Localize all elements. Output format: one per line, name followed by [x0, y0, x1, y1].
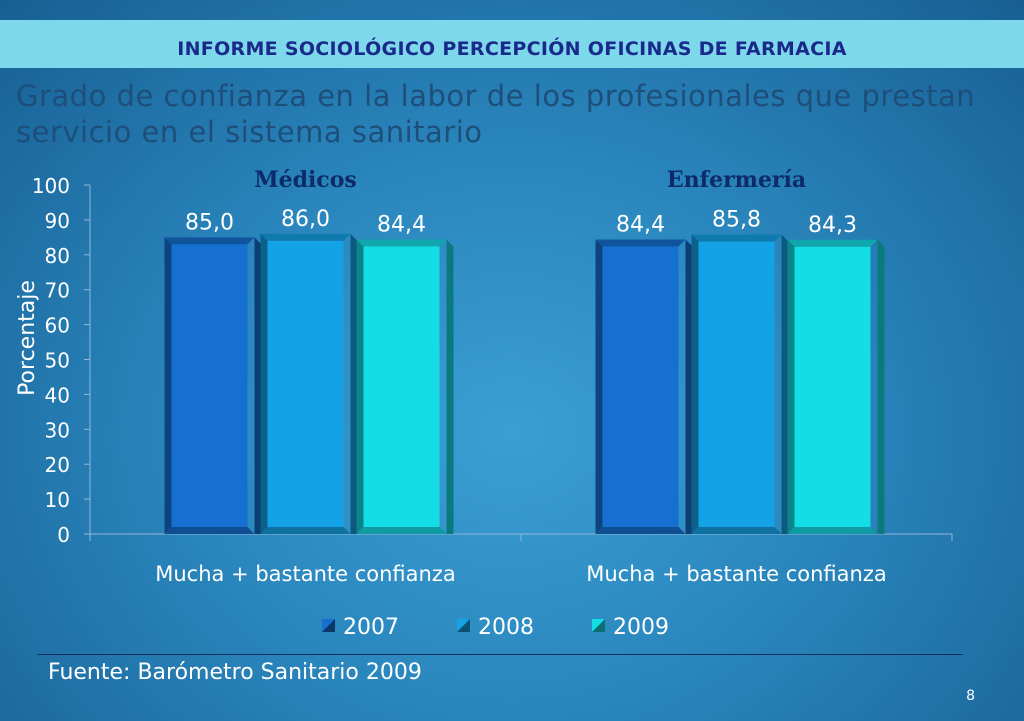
title-banner — [0, 20, 1024, 68]
y-tick-label: 10 — [45, 488, 70, 512]
y-axis-label: Porcentaje — [15, 280, 40, 396]
bar-left-bevel — [356, 239, 364, 534]
bar-chart: 0 10 20 30 40 50 60 70 80 90 100 Porcentaje 85,0 86,0… — [15, 167, 953, 640]
x-category-label: Mucha + bastante confianza — [155, 562, 455, 586]
legend-swatch-shade — [457, 619, 470, 632]
y-tick-label: 60 — [45, 314, 70, 338]
legend-swatch-shade — [592, 619, 605, 632]
bar-side — [685, 239, 693, 534]
y-tick-label: 0 — [57, 523, 70, 547]
y-tick-label: 20 — [45, 453, 70, 477]
bar-mdicos-2007 — [171, 244, 248, 527]
bar-top — [691, 234, 782, 242]
bar-top — [787, 239, 878, 247]
bar-side — [446, 239, 454, 534]
data-label: 84,4 — [377, 212, 426, 237]
page-number: 8 — [966, 688, 975, 704]
footer-divider — [38, 654, 963, 655]
bar-top — [164, 237, 255, 245]
x-category-label: Mucha + bastante confianza — [586, 562, 886, 586]
data-label: 86,0 — [281, 207, 330, 232]
bar-top — [260, 233, 351, 241]
legend-label: 2009 — [613, 615, 669, 640]
bar-side — [350, 233, 358, 535]
data-label: 84,3 — [808, 213, 857, 238]
legend-label: 2007 — [343, 615, 399, 640]
bar-top — [356, 239, 447, 247]
y-tick-label: 40 — [45, 383, 70, 407]
bar-left-bevel — [260, 233, 268, 535]
bar-bottom-bevel — [595, 527, 686, 534]
y-tick-label: 30 — [45, 418, 70, 442]
bar-top — [595, 239, 686, 247]
bar-left-bevel — [787, 239, 795, 534]
bar-bottom-bevel — [260, 527, 351, 534]
data-label: 85,8 — [712, 208, 761, 233]
group-title: Médicos — [254, 167, 357, 193]
bar-side — [877, 239, 885, 534]
source-note: Fuente: Barómetro Sanitario 2009 — [48, 660, 422, 685]
bar-bottom-bevel — [356, 527, 447, 534]
legend-swatch-shade — [322, 619, 335, 632]
group-title: Enfermería — [667, 167, 806, 193]
y-tick-label: 90 — [45, 209, 70, 233]
bar-enfermera-2007 — [602, 246, 679, 527]
data-label: 84,4 — [616, 212, 665, 237]
data-label: 85,0 — [185, 210, 234, 235]
bar-bottom-bevel — [787, 527, 878, 534]
bar-bottom-bevel — [691, 527, 782, 534]
y-tick-label: 80 — [45, 244, 70, 268]
y-tick-label: 100 — [32, 174, 70, 198]
bar-mdicos-2009 — [363, 246, 440, 527]
bar-side — [254, 237, 262, 534]
banner-title: INFORME SOCIOLÓGICO PERCEPCIÓN OFICINAS … — [177, 38, 847, 60]
y-tick-label: 50 — [45, 349, 70, 373]
bar-left-bevel — [691, 234, 699, 535]
bar-side — [781, 234, 789, 535]
bar-bottom-bevel — [164, 527, 255, 534]
bar-mdicos-2008 — [267, 240, 344, 528]
bar-enfermera-2009 — [794, 246, 871, 527]
bar-left-bevel — [595, 239, 603, 534]
y-tick-label: 70 — [45, 279, 70, 303]
legend-label: 2008 — [478, 615, 534, 640]
bar-enfermera-2008 — [698, 241, 775, 528]
bar-left-bevel — [164, 237, 172, 534]
slide-subtitle: Grado de confianza en la labor de los pr… — [16, 79, 976, 149]
